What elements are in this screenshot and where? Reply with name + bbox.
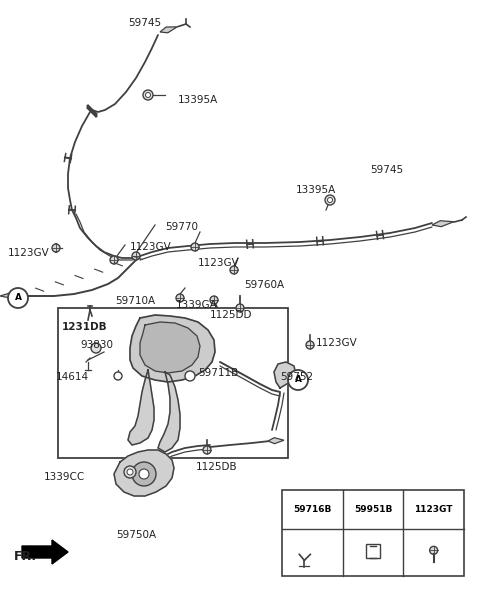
Bar [366,544,380,558]
Circle shape [210,296,218,304]
Circle shape [176,294,184,302]
Text: 59745: 59745 [370,165,403,175]
Circle shape [52,244,60,252]
Circle shape [145,93,151,98]
Polygon shape [114,450,174,496]
Circle shape [124,466,136,478]
Polygon shape [268,438,284,443]
Text: 1125DD: 1125DD [210,310,252,320]
Polygon shape [160,27,177,33]
Text: 59716B: 59716B [293,505,332,514]
Circle shape [110,256,118,264]
Circle shape [430,547,438,554]
Text: 1339CC: 1339CC [44,472,85,482]
Text: 59750A: 59750A [116,530,156,540]
Circle shape [327,198,333,203]
Bar [58,308,288,458]
Circle shape [91,343,101,353]
Text: 1123GV: 1123GV [8,248,50,258]
Circle shape [306,341,314,349]
Text: 1125DB: 1125DB [196,462,238,472]
Text: 1123GT: 1123GT [414,505,453,514]
Circle shape [127,469,133,475]
Text: FR.: FR. [14,550,37,563]
Text: 14614: 14614 [56,372,89,382]
Polygon shape [274,362,296,388]
Circle shape [143,90,153,100]
Circle shape [325,195,335,205]
Text: 59711B: 59711B [198,368,238,378]
Circle shape [288,370,308,390]
Text: 59745: 59745 [128,18,161,28]
Bar [282,490,464,576]
Text: 93830: 93830 [80,340,113,350]
Text: 13395A: 13395A [296,185,336,195]
Text: 59710A: 59710A [115,296,155,306]
Text: 59951B: 59951B [354,505,392,514]
Circle shape [132,462,156,486]
Text: 59752: 59752 [280,372,313,382]
Text: 1123GV: 1123GV [130,242,172,252]
Polygon shape [140,322,200,373]
Text: A: A [14,293,22,303]
Text: 13395A: 13395A [178,95,218,105]
Circle shape [185,371,195,381]
Circle shape [203,446,211,454]
Text: 1231DB: 1231DB [62,322,108,332]
Polygon shape [130,315,215,382]
Circle shape [114,372,122,380]
Text: 59760A: 59760A [244,280,284,290]
Circle shape [139,469,149,479]
Text: 59770: 59770 [165,222,198,232]
Polygon shape [0,292,20,298]
Circle shape [191,243,199,251]
Text: 1339GA: 1339GA [176,300,218,310]
Text: 1123GV: 1123GV [198,258,240,268]
Circle shape [132,252,140,260]
Circle shape [236,304,244,312]
Text: A: A [295,376,301,384]
Polygon shape [22,540,68,564]
Text: 1123GV: 1123GV [316,338,358,348]
Circle shape [230,266,238,274]
Polygon shape [432,221,454,227]
Polygon shape [158,372,180,452]
Polygon shape [128,370,154,445]
Circle shape [8,288,28,308]
